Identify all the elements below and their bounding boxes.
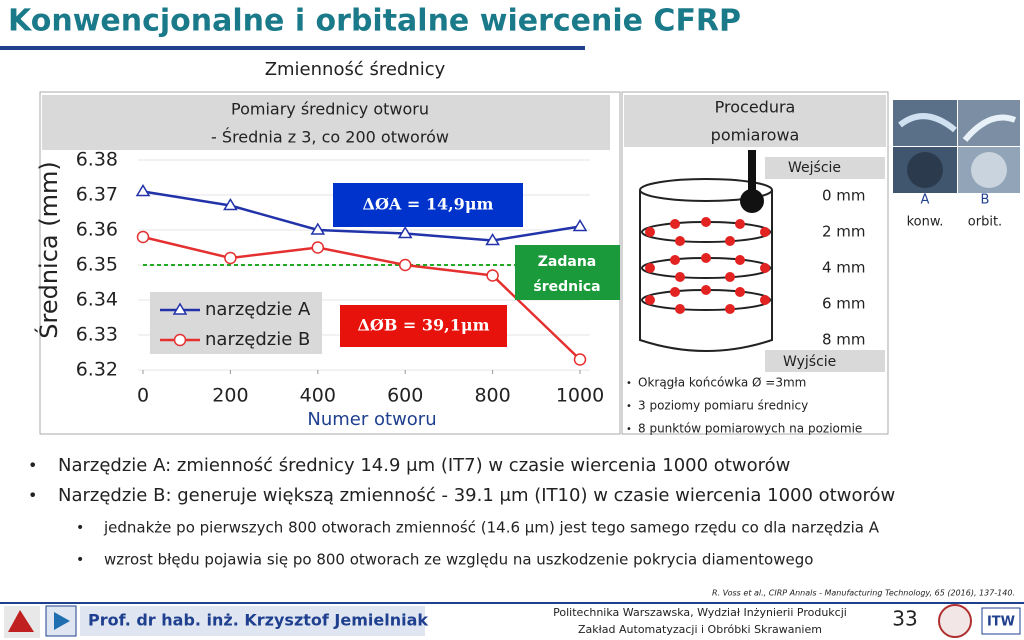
procedure-frame (621, 91, 889, 435)
point (311, 241, 325, 254)
subtitle: Zmienność średnicy (265, 59, 446, 80)
play-icon (54, 612, 70, 630)
point (310, 222, 326, 235)
x-tick-label: 1000 (556, 385, 604, 407)
bullet-dot: • (28, 456, 37, 475)
point (572, 219, 588, 232)
slide-title: Konwencjonalne i orbitalne wiercenie CFR… (8, 4, 741, 39)
legend-marker (173, 333, 187, 347)
series-line (142, 235, 581, 361)
legend-label: narzędzie B (205, 329, 310, 350)
bullet-dot: • (626, 401, 632, 412)
exit-label: Wyjście (783, 354, 836, 370)
bullet-dot: • (626, 424, 632, 435)
probe-tip (740, 189, 764, 213)
level-label: 4 mm (822, 259, 866, 277)
author: Prof. dr hab. inż. Krzysztof Jemielniak (88, 611, 428, 630)
procedure-title: pomiarowa (711, 126, 800, 145)
tool-photos (893, 100, 1020, 193)
reference-label: średnica (533, 279, 600, 295)
institution: Zakład Automatyzacji i Obróbki Skrawanie… (578, 623, 822, 636)
y-tick-label: 6.32 (76, 359, 118, 381)
level-label: 6 mm (822, 295, 866, 313)
measure-points (645, 217, 770, 314)
legend-marker (172, 302, 188, 315)
point (136, 230, 150, 244)
point (486, 269, 499, 282)
procedure-bullet: 8 punktów pomiarowych na poziomie (638, 422, 862, 436)
level-label: 0 mm (822, 187, 866, 205)
y-tick-label: 6.36 (76, 219, 118, 241)
point (398, 258, 412, 272)
point (485, 233, 500, 246)
bullet-dot: • (626, 378, 632, 389)
tool-letter: A (921, 193, 930, 208)
exit-box (765, 350, 885, 372)
reference-label-box (515, 245, 620, 300)
procedure-title: Procedura (715, 98, 796, 117)
x-tick-label: 0 (137, 385, 149, 407)
chart-title: - Średnia z 3, co 200 otworów (211, 128, 449, 147)
x-tick-label: 400 (300, 385, 336, 407)
annotation-box (333, 183, 523, 227)
bullet: Narzędzie B: generuje większą zmienność … (58, 485, 895, 506)
svg-text:ITW: ITW (987, 615, 1015, 630)
probe (748, 150, 756, 195)
point (224, 251, 237, 265)
footer-logos: ITW (938, 604, 1021, 638)
y-axis-label: Średnica (mm) (33, 161, 63, 338)
annotation: ΔØA = 14,9μm (363, 195, 494, 214)
y-tick-label: 6.34 (76, 289, 118, 311)
bullet-dot: • (28, 486, 37, 505)
x-tick-label: 200 (212, 385, 248, 407)
y-tick-label: 6.38 (76, 149, 118, 171)
reference-label: Zadana (538, 254, 596, 270)
procedure-bullet: 3 poziomy pomiaru średnicy (638, 399, 808, 413)
footer-logo (4, 606, 40, 638)
level-label: 2 mm (822, 223, 866, 241)
tool-letter: B (981, 193, 990, 208)
y-tick-label: 6.33 (76, 324, 118, 346)
x-tick-label: 800 (474, 385, 510, 407)
series-line (142, 190, 581, 242)
entry-label: Wejście (788, 160, 841, 176)
y-tick-label: 6.35 (76, 254, 118, 276)
bullet-dot: • (76, 520, 84, 536)
y-tick-label: 6.37 (76, 184, 118, 206)
page-number: 33 (892, 607, 917, 631)
play-button[interactable] (45, 605, 77, 637)
procedure-bullet: Okrągła końcówka Ø =3mm (638, 376, 806, 390)
tool-label: konw. (907, 215, 944, 230)
x-tick-label: 600 (387, 385, 423, 407)
point (397, 226, 413, 239)
sub-bullet: jednakże po pierwszych 800 otworach zmie… (103, 519, 880, 537)
point (223, 198, 238, 211)
tool-label: orbit. (968, 215, 1002, 230)
author-box (80, 606, 425, 636)
x-axis-label: Numer otworu (307, 409, 436, 430)
chart-header (42, 95, 610, 150)
entry-box (765, 157, 885, 179)
point (135, 184, 151, 197)
annotation-box (340, 305, 507, 347)
bullet-dot: • (76, 552, 84, 568)
citation: R. Voss et al., CIRP Annals - Manufactur… (712, 589, 1015, 598)
institution: Politechnika Warszawska, Wydział Inżynie… (553, 606, 847, 619)
legend-label: narzędzie A (205, 299, 311, 320)
procedure-header (624, 95, 886, 147)
footer-rule (0, 602, 1024, 604)
bullet: Narzędzie A: zmienność średnicy 14.9 μm … (58, 455, 790, 476)
level-label: 8 mm (822, 331, 866, 349)
point (573, 353, 587, 366)
plot: 6.32 6.33 6.34 6.35 6.36 6.37 6.38 0 200 400 600 80… (76, 149, 620, 407)
sub-bullet: wzrost błędu pojawia się po 800 otworach… (104, 551, 813, 569)
chart-title: Pomiary średnicy otworu (231, 100, 429, 119)
title-underline (0, 46, 585, 50)
annotation: ΔØB = 39,1μm (357, 316, 489, 335)
